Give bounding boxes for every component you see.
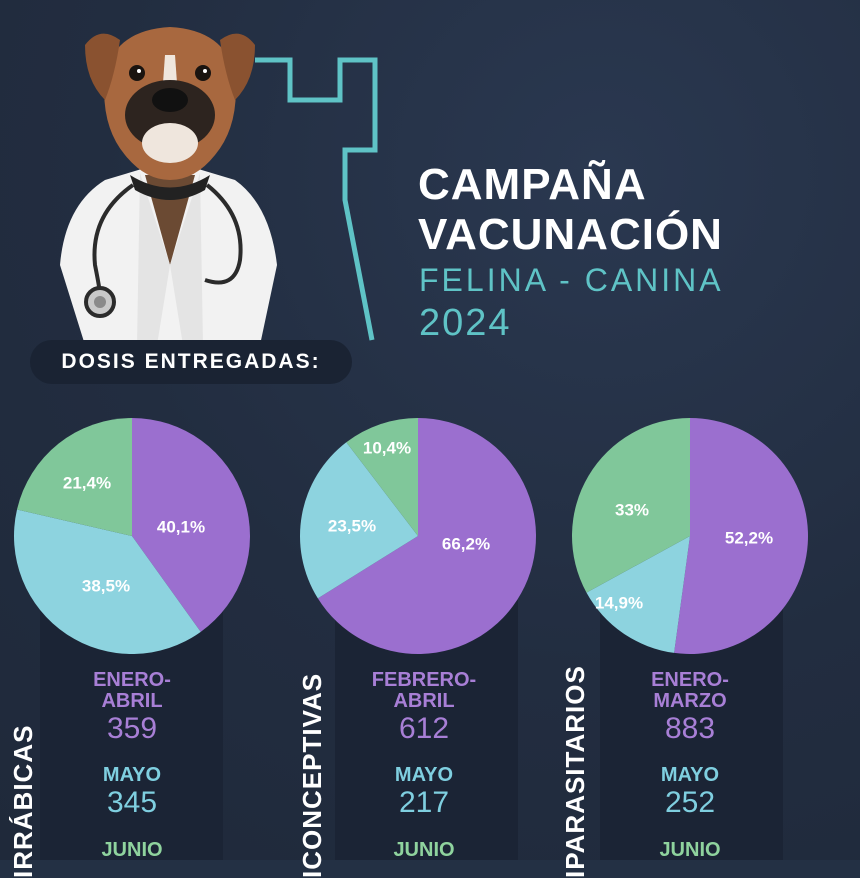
pie-slice — [14, 509, 201, 654]
period-label: ENERO- ABRIL — [52, 670, 212, 712]
pie-slice-label: 40,1% — [157, 517, 205, 536]
title-line-2: VACUNACIÓN — [418, 210, 723, 259]
pie-slice-label: 21,4% — [63, 473, 111, 492]
boxer-dog-veterinarian-illustration — [60, 27, 277, 345]
pie-chart-1: 40,1% 38,5% 21,4% — [14, 418, 250, 654]
subtitle: FELINA - CANINA — [419, 262, 724, 298]
pie-slice-label: 10,4% — [363, 438, 411, 457]
period-line-2: ABRIL — [393, 690, 455, 712]
pie-slice-label: 23,5% — [328, 516, 376, 535]
title-line-1: CAMPAÑA — [418, 160, 647, 209]
period-line-1: ENERO- — [651, 669, 729, 691]
stethoscope-icon — [84, 183, 243, 318]
period-line-2: MARZO — [653, 690, 727, 712]
year: 2024 — [419, 302, 512, 344]
decorative-teal-line — [255, 57, 378, 341]
dose-count: 359 — [106, 712, 158, 745]
pie-slice — [317, 418, 536, 654]
period-label-junio: JUNIO — [393, 839, 455, 861]
pie-slice — [572, 417, 690, 593]
period-line-1: FEBRERO- — [371, 669, 477, 691]
period-label-mayo: MAYO — [660, 764, 720, 786]
period-label-mayo: MAYO — [102, 764, 162, 786]
dose-count: 612 — [398, 712, 450, 745]
pie-slice-label: 14,9% — [595, 593, 643, 612]
pie-slice-label: 66,2% — [442, 534, 490, 553]
period-line-2: ABRIL — [101, 690, 163, 712]
pie-slice — [132, 418, 250, 632]
pie-slice — [300, 442, 418, 599]
period-label-mayo: MAYO — [394, 764, 454, 786]
pie-slice-label: 52,2% — [725, 528, 773, 547]
dosis-label-text: DOSIS ENTREGADAS: — [61, 350, 321, 373]
dose-count-mayo: 217 — [398, 786, 450, 819]
pie-slice — [346, 418, 418, 536]
pie-slice-label: 33% — [615, 500, 649, 519]
pie-slice — [17, 418, 132, 536]
period-label-junio: JUNIO — [659, 839, 721, 861]
period-line-1: ENERO- — [93, 669, 171, 691]
period-label-junio: JUNIO — [101, 839, 163, 861]
pie-chart-3: 52,2% 14,9% 33% — [572, 417, 808, 655]
pie-chart-2: 66,2% 23,5% 10,4% — [300, 418, 536, 654]
period-label: ENERO- MARZO — [610, 670, 770, 712]
pie-slice-label: 38,5% — [82, 576, 130, 595]
dosis-entregadas-label: DOSIS ENTREGADAS: — [30, 340, 352, 384]
pie-slice — [586, 536, 690, 653]
dose-count-mayo: 345 — [106, 786, 158, 819]
period-label: FEBRERO- ABRIL — [344, 670, 504, 712]
dose-count: 883 — [664, 712, 716, 745]
pie-slice — [674, 418, 808, 655]
pie-charts: 40,1% 38,5% 21,4% 66,2% 23,5% 10,4% 52,2% 14,9%… — [14, 417, 808, 655]
dose-count-mayo: 252 — [664, 786, 716, 819]
